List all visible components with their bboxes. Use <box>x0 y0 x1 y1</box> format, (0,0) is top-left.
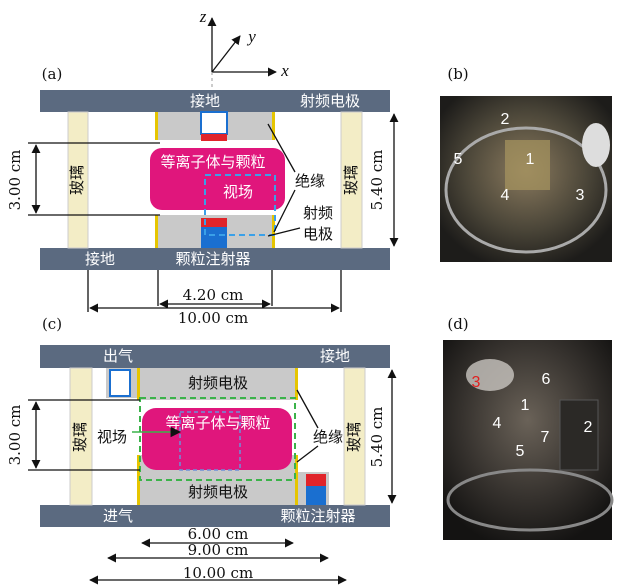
dimension: 5.40 cm <box>368 150 386 211</box>
dimension: 10.00 cm <box>183 564 253 582</box>
panel-label: (a) <box>42 65 63 83</box>
dimension: 5.40 cm <box>368 407 386 468</box>
insulator <box>295 455 298 505</box>
dimension: 4.20 cm <box>183 286 244 304</box>
label: 绝缘 <box>313 428 343 446</box>
label: 电极 <box>303 225 333 243</box>
photo-number: 5 <box>454 151 463 168</box>
photo-number: 1 <box>521 397 530 414</box>
injector-port <box>201 134 227 141</box>
dimension: 3.00 cm <box>6 405 24 466</box>
panel-a: (a) 接地 射频电极 接地 颗粒注射器 玻璃 玻璃 等离子体与颗粒 视场 绝缘… <box>6 65 394 327</box>
port <box>110 370 130 396</box>
label: 视场 <box>223 183 253 201</box>
panel-d: (d) 3 6 1 4 7 2 5 <box>443 315 612 540</box>
panel-b: (b) 2 5 1 4 3 <box>440 65 612 262</box>
label: 出气 <box>103 347 133 365</box>
insulator <box>155 215 158 248</box>
label: 玻璃 <box>342 165 360 195</box>
panel-label: (b) <box>447 65 468 83</box>
photo-detail <box>582 123 610 167</box>
dimension: 9.00 cm <box>188 541 249 559</box>
panel-label: (d) <box>447 315 468 333</box>
dim-guide <box>28 143 160 215</box>
photo-number: 7 <box>541 429 550 446</box>
photo-number: 1 <box>526 151 535 168</box>
label: 等离子体与颗粒 <box>160 153 265 171</box>
label: 颗粒注射器 <box>280 507 355 525</box>
injector-port <box>306 474 326 486</box>
label: 射频电极 <box>188 483 248 501</box>
y-axis <box>212 36 240 72</box>
y-label: y <box>246 27 256 46</box>
z-label: z <box>199 7 207 26</box>
label: 玻璃 <box>71 422 89 452</box>
photo-number: 6 <box>542 371 551 388</box>
photo-number: 4 <box>501 187 510 204</box>
label: 接地 <box>320 347 350 365</box>
photo-number: 4 <box>493 415 502 432</box>
x-label: x <box>280 61 289 80</box>
dimension: 10.00 cm <box>178 309 248 327</box>
photo-number: 2 <box>584 419 593 436</box>
injector-port <box>201 112 227 134</box>
label: 颗粒注射器 <box>175 250 250 268</box>
label: 玻璃 <box>345 422 363 452</box>
photo-number: 3 <box>472 374 481 391</box>
label: 玻璃 <box>68 165 86 195</box>
insulator <box>137 368 140 400</box>
panel-label: (c) <box>42 315 62 333</box>
label: 接地 <box>85 250 115 268</box>
injector-port <box>306 486 326 505</box>
label: 射频电极 <box>300 92 360 110</box>
photo-number: 2 <box>501 111 510 128</box>
photo-number: 3 <box>576 187 585 204</box>
label: 进气 <box>103 507 133 525</box>
label: 绝缘 <box>295 172 325 190</box>
leader <box>297 390 318 462</box>
label: 视场 <box>97 428 127 446</box>
label: 射频电极 <box>188 374 248 392</box>
label: 接地 <box>190 92 220 110</box>
panel-c: (c) 出气 接地 进气 颗粒注射器 玻璃 玻璃 射频电极 射频电极 等离子体与… <box>6 315 392 582</box>
label: 等离子体与颗粒 <box>165 414 270 432</box>
figure: z y x (a) 接地 射频电极 接地 颗粒注射器 玻璃 玻璃 等离子体与颗粒… <box>0 0 627 588</box>
axes: z y x <box>199 7 290 88</box>
insulator <box>295 368 298 400</box>
insulator <box>155 112 158 140</box>
label: 射频 <box>303 204 333 222</box>
photo-number: 5 <box>516 443 525 460</box>
dimension: 3.00 cm <box>6 150 24 211</box>
